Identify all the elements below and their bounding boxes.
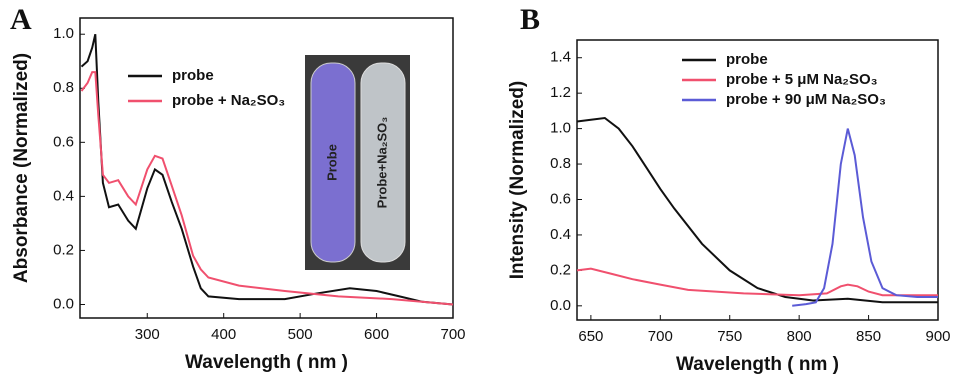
x-tick-label: 700 xyxy=(648,328,673,345)
x-tick-label: 600 xyxy=(364,326,389,343)
y-tick-label: 1.0 xyxy=(550,120,571,137)
x-tick-label: 700 xyxy=(440,326,465,343)
y-tick-label: 1.4 xyxy=(550,49,571,66)
panel-label: B xyxy=(520,3,540,36)
vial xyxy=(360,62,406,263)
y-tick-label: 0.0 xyxy=(53,295,74,312)
inset-photo: Probe Probe+Na₂SO₃ xyxy=(305,55,410,270)
x-tick-label: 300 xyxy=(135,326,160,343)
x-tick-label: 750 xyxy=(717,328,742,345)
plot-frame xyxy=(79,17,454,319)
y-tick-label: 0.8 xyxy=(550,155,571,172)
inset-label: Probe+Na₂SO₃ xyxy=(374,117,389,209)
y-tick-label: 0.8 xyxy=(53,79,74,96)
x-axis-title: Wavelength ( nm ) xyxy=(676,354,839,375)
x-tick-label: 800 xyxy=(787,328,812,345)
inset-label: Probe xyxy=(324,144,339,181)
x-tick-label: 900 xyxy=(925,328,950,345)
y-axis-title: Intensity (Normalized) xyxy=(507,81,528,279)
y-tick-label: 0.4 xyxy=(53,187,74,204)
y-tick-label: 0.6 xyxy=(550,190,571,207)
y-tick-label: 1.0 xyxy=(53,25,74,42)
y-tick-label: 0.2 xyxy=(550,261,571,278)
y-tick-label: 0.6 xyxy=(53,133,74,150)
legend-label: probe + Na₂SO₃ xyxy=(172,92,285,109)
panel-label: A xyxy=(10,3,32,36)
y-tick-label: 0.4 xyxy=(550,226,571,243)
x-tick-label: 650 xyxy=(578,328,603,345)
vial xyxy=(310,62,356,263)
legend-label: probe + 5 μM Na₂SO₃ xyxy=(726,71,878,88)
y-tick-label: 1.2 xyxy=(550,84,571,101)
x-tick-label: 500 xyxy=(288,326,313,343)
y-tick-label: 0.0 xyxy=(550,297,571,314)
y-tick-label: 0.2 xyxy=(53,241,74,258)
series-line xyxy=(576,267,938,297)
series-line xyxy=(80,71,454,306)
plot-frame xyxy=(576,39,939,321)
legend-label: probe xyxy=(726,51,768,68)
series-line xyxy=(792,128,938,307)
legend-label: probe + 90 μM Na₂SO₃ xyxy=(726,91,886,108)
x-axis-title: Wavelength ( nm ) xyxy=(185,352,348,373)
x-tick-label: 400 xyxy=(211,326,236,343)
x-tick-label: 850 xyxy=(856,328,881,345)
y-axis-title: Absorbance (Normalized) xyxy=(11,53,32,283)
series-line xyxy=(576,116,938,304)
legend-label: probe xyxy=(172,67,214,84)
